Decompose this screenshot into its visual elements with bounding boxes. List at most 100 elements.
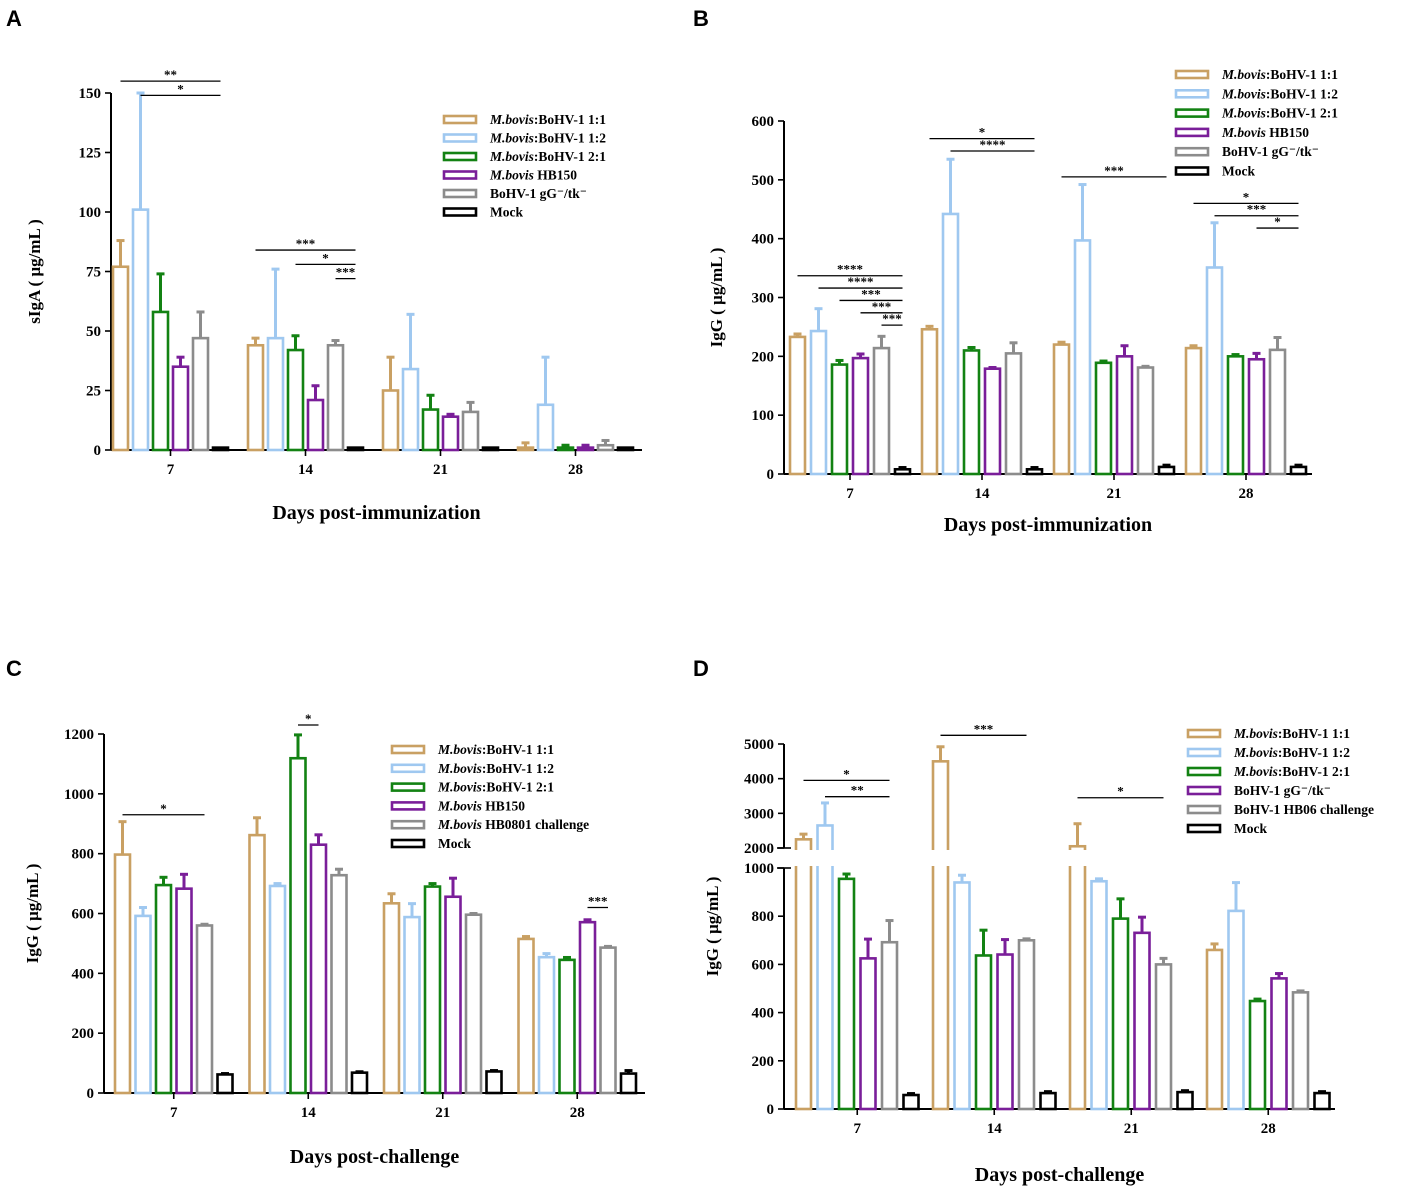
legend-swatch [390,801,426,811]
bar [1115,355,1134,476]
x-tick-label: 7 [167,462,175,478]
bar [1205,948,1224,1111]
bar [996,953,1014,1111]
legend-entry: BoHV-1 gG⁻/tk⁻ [490,186,587,201]
significance-label: **** [848,274,874,289]
legend-swatch [390,763,426,774]
bar [851,356,870,476]
bar [1291,991,1310,1111]
y-tick-label: 200 [72,1026,95,1042]
bar [1090,879,1108,1111]
y-tick-label: 0 [87,1086,95,1102]
legend-swatch [390,838,426,849]
x-axis-title: Days post-immunization [944,514,1152,536]
legend-swatch [390,782,426,792]
legend-swatch [442,151,478,162]
bar [1068,844,1087,1111]
bar [401,367,420,452]
bar [1205,266,1224,476]
legend-swatch [1174,89,1210,99]
legend-entry: BoHV-1 gG⁻/tk⁻ [1234,783,1331,798]
legend-entry: M.bovis:BoHV-1 1:1 [1221,67,1338,82]
y-tick-label: 0 [94,443,102,459]
bar [441,415,460,452]
significance-label: **** [837,262,863,277]
legend-swatch [1186,766,1222,777]
bar [816,824,834,1111]
y-tick-label: 800 [72,847,95,863]
legend-swatch [1186,785,1222,796]
legend-entry: M.bovis HB150 [489,168,577,183]
y-tick-label: 1200 [64,727,94,743]
bar [382,902,401,1095]
legend-entry: Mock [1222,164,1255,179]
significance-label: * [322,250,329,265]
bar [154,883,173,1095]
legend-entry: M.bovis HB0801 challenge [437,817,589,832]
bar [599,946,617,1095]
bar [576,446,595,452]
x-axis-title: Days post-challenge [290,1146,460,1168]
legend-entry: M.bovis:BoHV-1 1:2 [437,761,554,776]
x-tick-label: 28 [1261,1121,1276,1137]
legend-swatch [390,819,426,830]
x-tick-label: 14 [975,486,991,502]
bar [461,410,480,452]
bar [444,895,462,1095]
bar [1136,366,1155,476]
legend-swatch [1186,747,1222,758]
y-tick-label: 100 [752,408,775,424]
significance-label: * [177,81,184,96]
bar [983,367,1002,476]
legend-entry: BoHV-1 gG⁻/tk⁻ [1222,144,1319,159]
bar [421,408,440,452]
bar [289,756,307,1095]
y-tick-label: 4000 [744,772,774,788]
legend-entry: M.bovis:BoHV-1 1:1 [489,112,606,127]
legend-entry: M.bovis:BoHV-1 1:2 [489,131,606,146]
x-axis-title: Days post-challenge [975,1164,1145,1186]
legend-swatch [442,207,478,217]
bar [920,327,939,476]
bar [134,914,152,1095]
legend-swatch [1174,166,1210,176]
y-tick-label: 100 [79,205,102,221]
bar [974,954,993,1111]
significance-label: *** [296,236,316,251]
x-tick-label: 7 [846,486,854,502]
bar [1017,938,1036,1111]
bar [794,838,813,1111]
x-tick-label: 28 [570,1105,585,1121]
significance-label: ** [851,783,864,798]
bar [171,365,190,452]
y-tick-label: 500 [752,173,775,189]
significance-label: * [1274,214,1281,229]
bar [1039,1091,1057,1111]
y-axis-title: IgG ( μg/mL ) [23,864,42,964]
bar [1289,465,1308,476]
bar [330,873,348,1095]
y-tick-label: 2000 [744,841,774,857]
bar [485,1070,503,1095]
bar [1073,239,1092,476]
bar [381,389,400,452]
significance-label: * [1117,784,1124,799]
x-tick-label: 21 [433,462,448,478]
legend-swatch [1174,127,1210,138]
y-tick-label: 0 [767,1102,775,1118]
bar [788,335,807,476]
bar [1247,357,1266,476]
bar [403,915,421,1095]
panel-label-d: D [693,656,709,681]
bar [268,884,287,1095]
y-tick-label: 5000 [744,737,774,753]
legend-swatch [1186,728,1222,739]
bar [809,329,828,476]
x-tick-label: 7 [854,1121,862,1137]
bar [195,924,214,1095]
bar [837,877,856,1111]
bar [556,446,575,452]
significance-label: ** [164,67,177,82]
